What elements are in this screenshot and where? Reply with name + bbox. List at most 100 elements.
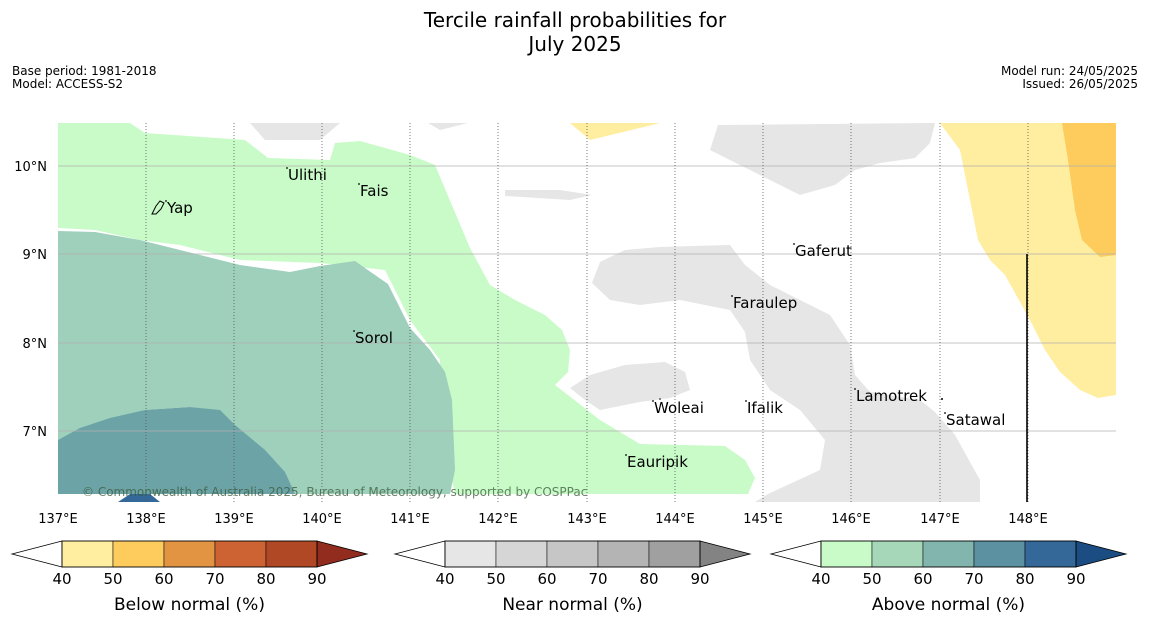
legend-swatch: [495, 540, 548, 568]
legend-swatch: [265, 540, 318, 568]
latitude-tick-label: 9°N: [23, 248, 48, 263]
map-title: Tercile rainfall probabilities for July …: [0, 8, 1150, 56]
place-label: Ifalik: [747, 399, 783, 417]
near-normal-region-6: [570, 362, 690, 410]
legend-swatch: [973, 540, 1026, 568]
place-label: Lamotrek: [856, 387, 927, 405]
legend-swatch: [61, 540, 114, 568]
legend-over-arrow: [1075, 540, 1128, 568]
longitude-tick-label: 139°E: [214, 512, 254, 527]
model-name: Model: ACCESS-S2: [12, 77, 124, 91]
legend-tick-label: 80: [639, 570, 658, 588]
longitude-tick-label: 145°E: [743, 512, 783, 527]
place-marker: [745, 400, 747, 402]
island-dot: [941, 398, 943, 400]
legend-tick-label: 70: [205, 570, 224, 588]
latitude-tick-label: 8°N: [23, 337, 48, 352]
legend-tick-label: 70: [588, 570, 607, 588]
legend-tick-label: 60: [154, 570, 173, 588]
place-marker: [358, 183, 360, 185]
longitude-tick-label: 140°E: [302, 512, 342, 527]
above-normal-60-70-region: [58, 407, 295, 494]
place-marker: [165, 200, 167, 202]
place-label: Sorol: [355, 329, 393, 347]
copyright-notice: © Commonwealth of Australia 2025, Bureau…: [82, 485, 587, 499]
legend-colorbar: 40 50 60 70 80 90 Above normal (%): [769, 540, 1128, 615]
legend-swatch: [214, 540, 267, 568]
legend-swatch: [648, 540, 701, 568]
longitude-tick-label: 147°E: [920, 512, 960, 527]
legend-under-arrow: [10, 540, 63, 568]
longitude-tick-label: 143°E: [567, 512, 607, 527]
legend-under-arrow: [769, 540, 822, 568]
legend-tick-label: 40: [811, 570, 830, 588]
legend-colorbar: 40 50 60 70 80 90 Below normal (%): [10, 540, 369, 615]
legend-over-arrow: [316, 540, 369, 568]
legend-tick-label: 40: [52, 570, 71, 588]
near-normal-region-3: [505, 190, 592, 200]
legend-tick-label: 50: [103, 570, 122, 588]
legend-colorbar: 40 50 60 70 80 90 Near normal (%): [393, 540, 752, 615]
place-label: Gaferut: [795, 242, 852, 260]
legend-swatch: [922, 540, 975, 568]
near-normal-region-1: [250, 123, 340, 140]
legend-swatch: [444, 540, 497, 568]
longitude-tick-label: 142°E: [478, 512, 518, 527]
legend-tick-label: 50: [486, 570, 505, 588]
meta-right: Model run: 24/05/2025 Issued: 26/05/2025: [1001, 65, 1138, 91]
latitude-tick-label: 10°N: [14, 160, 47, 175]
place-marker: [652, 400, 654, 402]
legend-tick-label: 90: [1066, 570, 1085, 588]
near-normal-region-5: [592, 245, 980, 502]
place-marker: [793, 243, 795, 245]
place-marker: [944, 412, 946, 414]
above-normal-70-80-region: [118, 494, 160, 502]
title-line-1: Tercile rainfall probabilities for: [423, 8, 727, 32]
issued-date: Issued: 26/05/2025: [1022, 77, 1138, 91]
legend-under-arrow: [393, 540, 446, 568]
place-label: Satawal: [946, 411, 1005, 429]
legend-tick-label: 50: [862, 570, 881, 588]
place-label: Woleai: [654, 399, 704, 417]
place-labels: Ulithi Fais Yap Gaferut Faraulep Sorol Lamotre…: [165, 166, 1005, 471]
legend-swatch: [820, 540, 873, 568]
place-label: Faraulep: [733, 294, 797, 312]
longitude-gridlines: [145, 123, 1029, 502]
latitude-tick-label: 7°N: [23, 425, 48, 440]
legend-swatch: [597, 540, 650, 568]
legend-swatch: [112, 540, 165, 568]
place-marker: [286, 167, 288, 169]
place-label: Eauripik: [627, 453, 688, 471]
legend-title: Below normal (%): [114, 595, 265, 615]
above-normal-40-50-region: [58, 123, 755, 494]
legend-tick-label: 40: [435, 570, 454, 588]
meta-left: Base period: 1981-2018 Model: ACCESS-S2: [12, 65, 157, 91]
place-marker: [731, 295, 733, 297]
above-normal-50-60-region: [58, 231, 455, 494]
legend-tick-label: 80: [256, 570, 275, 588]
place-label: Ulithi: [288, 166, 327, 184]
legend-tick-label: 60: [537, 570, 556, 588]
place-marker: [625, 454, 627, 456]
longitude-tick-label: 146°E: [831, 512, 871, 527]
legends: 40 50 60 70 80 90 Below normal (%) 40 50 60 70 80 90…: [10, 540, 1128, 615]
legend-tick-label: 90: [307, 570, 326, 588]
longitude-tick-label: 144°E: [655, 512, 695, 527]
longitude-labels: 137°E 138°E 139°E 140°E 141°E 142°E 143°E 144°E…: [38, 512, 1048, 527]
title-line-2: July 2025: [528, 32, 622, 56]
legend-tick-label: 80: [1015, 570, 1034, 588]
longitude-tick-label: 141°E: [390, 512, 430, 527]
yap-island-outline: [151, 200, 165, 215]
place-marker: [353, 330, 355, 332]
base-period: Base period: 1981-2018: [12, 64, 157, 78]
legend-swatch: [163, 540, 216, 568]
legend-tick-label: 60: [913, 570, 932, 588]
place-marker: [854, 388, 856, 390]
latitude-labels: 10°N 9°N 8°N 7°N: [14, 160, 47, 440]
place-label: Fais: [360, 182, 389, 200]
place-label: Yap: [166, 199, 193, 217]
near-normal-region-2: [428, 123, 468, 130]
legend-tick-label: 90: [690, 570, 709, 588]
legend-over-arrow: [699, 540, 752, 568]
